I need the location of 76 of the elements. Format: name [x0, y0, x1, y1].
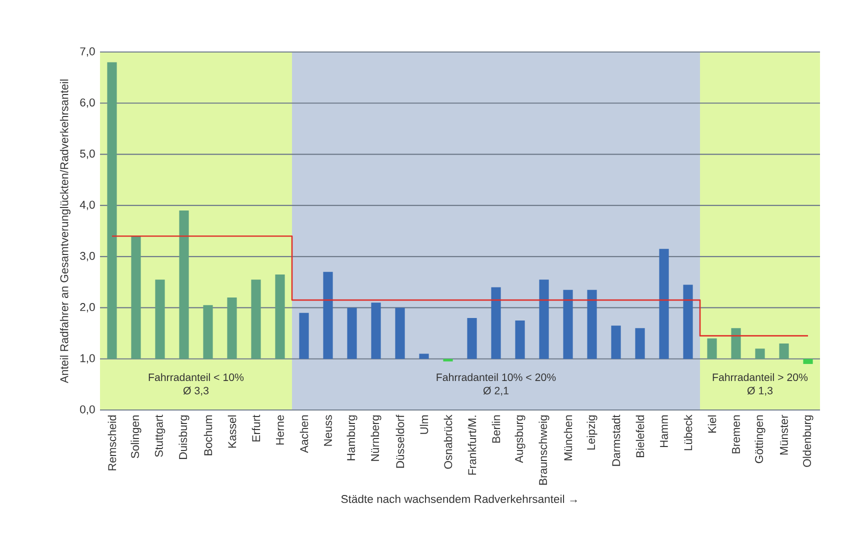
- bar: [803, 358, 813, 364]
- bar: [323, 272, 333, 359]
- bar: [587, 290, 597, 359]
- x-tick-label: Leipzig: [586, 415, 598, 450]
- bar: [419, 354, 429, 359]
- x-tick-label: Osnabrück: [444, 414, 452, 469]
- bar: [227, 297, 237, 359]
- x-tick-label: Bielefeld: [636, 415, 644, 458]
- x-tick-label: Bremen: [732, 415, 740, 454]
- x-tick-label: Oldenburg: [802, 415, 814, 467]
- x-tick-label: Ulm: [420, 415, 428, 434]
- annotation: Ø 2,1: [483, 386, 508, 396]
- y-tick-label: 1,0: [80, 354, 95, 364]
- y-tick-label: 3,0: [80, 252, 95, 262]
- bar: [155, 280, 165, 359]
- x-tick-label: Duisburg: [178, 415, 190, 459]
- bar: [683, 284, 693, 359]
- x-tick-label: Braunschweig: [538, 415, 550, 485]
- x-tick-label: Remscheid: [108, 415, 116, 470]
- x-tick-label: Stuttgart: [154, 414, 166, 457]
- x-tick-label: Nürnberg: [370, 415, 382, 461]
- y-axis-title: Anteil Radfahrer an Gesamtverunglückten/Radverkehrsanteil: [60, 80, 70, 384]
- x-axis-title: Städte nach wachsendem Radverkehrsanteil →: [341, 494, 577, 504]
- bar: [539, 280, 549, 359]
- x-tick-label: Hamburg: [346, 415, 358, 460]
- band-label: Fahrradanteil > 20%: [712, 373, 808, 382]
- bar: [563, 290, 573, 359]
- bar: [299, 312, 309, 359]
- y-tick-label: 5,0: [80, 150, 95, 159]
- bar: [347, 308, 357, 359]
- y-tick-label: 2,0: [80, 303, 95, 312]
- x-tick-label: Frankfurt/M.: [468, 416, 476, 475]
- x-tick-label: Erfurt: [252, 414, 260, 442]
- x-tick-label: Kiel: [708, 415, 716, 433]
- bar: [611, 326, 621, 359]
- x-tick-label: Aachen: [300, 415, 308, 453]
- band-label: Fahrradanteil 10% < 20%: [436, 373, 556, 382]
- annotation: Ø 1,3: [747, 386, 773, 396]
- bar: [131, 236, 141, 359]
- x-tick-label: Kassel: [228, 415, 236, 448]
- bar: [107, 62, 117, 359]
- x-tick-label: Hamm: [660, 415, 668, 448]
- x-tick-label: Darmstadt: [612, 414, 620, 466]
- x-tick-label: Augsburg: [514, 415, 526, 464]
- bar: [275, 274, 285, 359]
- x-tick-label: Lübeck: [684, 414, 692, 450]
- annotation: Ø 3,3: [183, 386, 209, 396]
- bar: [251, 280, 261, 359]
- bar: [467, 318, 477, 359]
- bar: [707, 338, 717, 359]
- x-tick-label: Neuss: [324, 415, 332, 446]
- x-tick-label: Göttingen: [754, 415, 766, 464]
- bar: [779, 344, 789, 359]
- band-label: Fahrradanteil < 10%: [148, 373, 244, 382]
- x-tick-label: Düsseldorf: [396, 414, 404, 468]
- bar: [635, 328, 645, 359]
- bar: [731, 328, 741, 359]
- bar: [443, 358, 453, 362]
- bar: [515, 320, 525, 359]
- bar: [371, 302, 381, 359]
- x-tick-label: Münster: [780, 414, 788, 455]
- bar: [659, 248, 669, 359]
- y-tick-label: 0,0: [80, 405, 95, 415]
- y-tick-label: 7,0: [80, 47, 95, 57]
- bar: [179, 210, 189, 359]
- y-tick-label: 6,0: [80, 98, 95, 108]
- bar: [203, 305, 213, 359]
- bar: [491, 287, 501, 359]
- bar: [755, 348, 765, 359]
- x-tick-label: Bochum: [204, 415, 212, 456]
- x-tick-label: Solingen: [130, 415, 142, 458]
- y-tick-label: 4,0: [80, 200, 95, 210]
- x-tick-label: Berlin: [492, 415, 500, 443]
- bar: [395, 308, 405, 359]
- x-tick-label: Herne: [276, 415, 284, 445]
- x-tick-label: München: [564, 415, 572, 460]
